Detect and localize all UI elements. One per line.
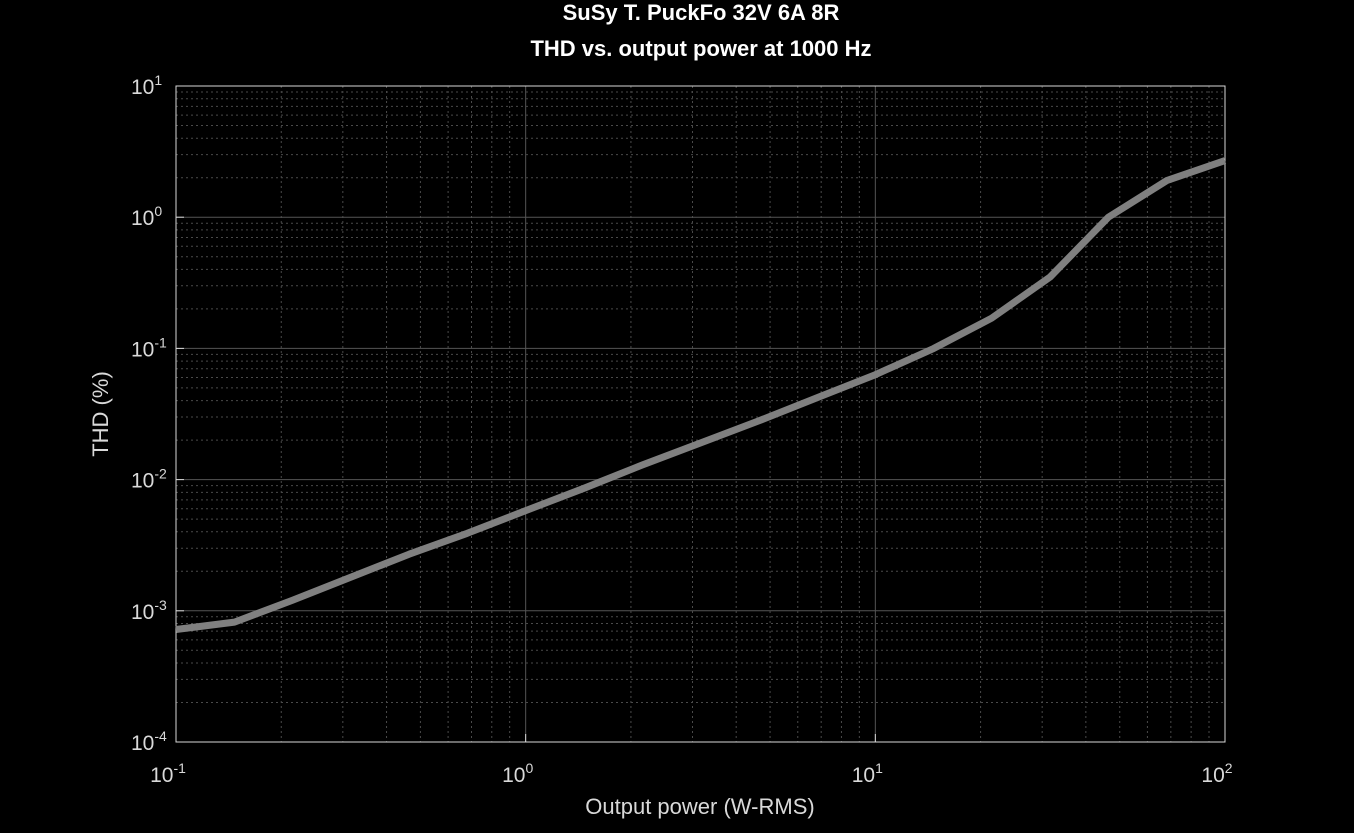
y-tick-label: 101 bbox=[131, 72, 162, 99]
chart-title: SuSy T. PuckFo 32V 6A 8R bbox=[563, 0, 840, 25]
y-tick-base: 10 bbox=[131, 207, 154, 230]
y-tick-label: 100 bbox=[131, 203, 162, 230]
y-tick-base: 10 bbox=[131, 338, 154, 361]
series-layer bbox=[175, 157, 1227, 633]
y-tick-exponent: -4 bbox=[154, 728, 167, 744]
y-tick-label: 10-3 bbox=[131, 597, 167, 624]
x-tick-base: 10 bbox=[150, 764, 173, 787]
y-tick-base: 10 bbox=[131, 470, 154, 493]
x-tick-exponent: -1 bbox=[173, 760, 186, 776]
x-tick-exponent: 1 bbox=[875, 760, 883, 776]
y-tick-label: 10-1 bbox=[131, 334, 167, 361]
y-axis-label: THD (%) bbox=[88, 371, 113, 457]
y-tick-exponent: 0 bbox=[154, 203, 162, 219]
y-tick-exponent: -1 bbox=[154, 334, 167, 350]
x-tick-exponent: 0 bbox=[525, 760, 533, 776]
y-tick-base: 10 bbox=[131, 732, 154, 755]
series-line bbox=[175, 157, 1227, 633]
chart-subtitle: THD vs. output power at 1000 Hz bbox=[530, 36, 871, 61]
x-tick-base: 10 bbox=[502, 764, 525, 787]
y-tick-label: 10-2 bbox=[131, 466, 167, 493]
x-tick-label: 101 bbox=[852, 760, 883, 787]
x-tick-label: 10-1 bbox=[150, 760, 186, 787]
x-tick-label: 100 bbox=[502, 760, 533, 787]
y-tick-exponent: 1 bbox=[154, 72, 162, 88]
y-tick-base: 10 bbox=[131, 76, 154, 99]
x-axis-label: Output power (W-RMS) bbox=[585, 794, 814, 819]
x-tick-label: 102 bbox=[1201, 760, 1232, 787]
x-tick-base: 10 bbox=[1201, 764, 1224, 787]
y-tick-base: 10 bbox=[131, 601, 154, 624]
x-tick-base: 10 bbox=[852, 764, 875, 787]
y-tick-exponent: -2 bbox=[154, 466, 167, 482]
plot-frame bbox=[175, 85, 1226, 743]
y-tick-exponent: -3 bbox=[154, 597, 167, 613]
y-tick-label: 10-4 bbox=[131, 728, 167, 755]
grid bbox=[176, 86, 1225, 742]
x-tick-exponent: 2 bbox=[1225, 760, 1233, 776]
